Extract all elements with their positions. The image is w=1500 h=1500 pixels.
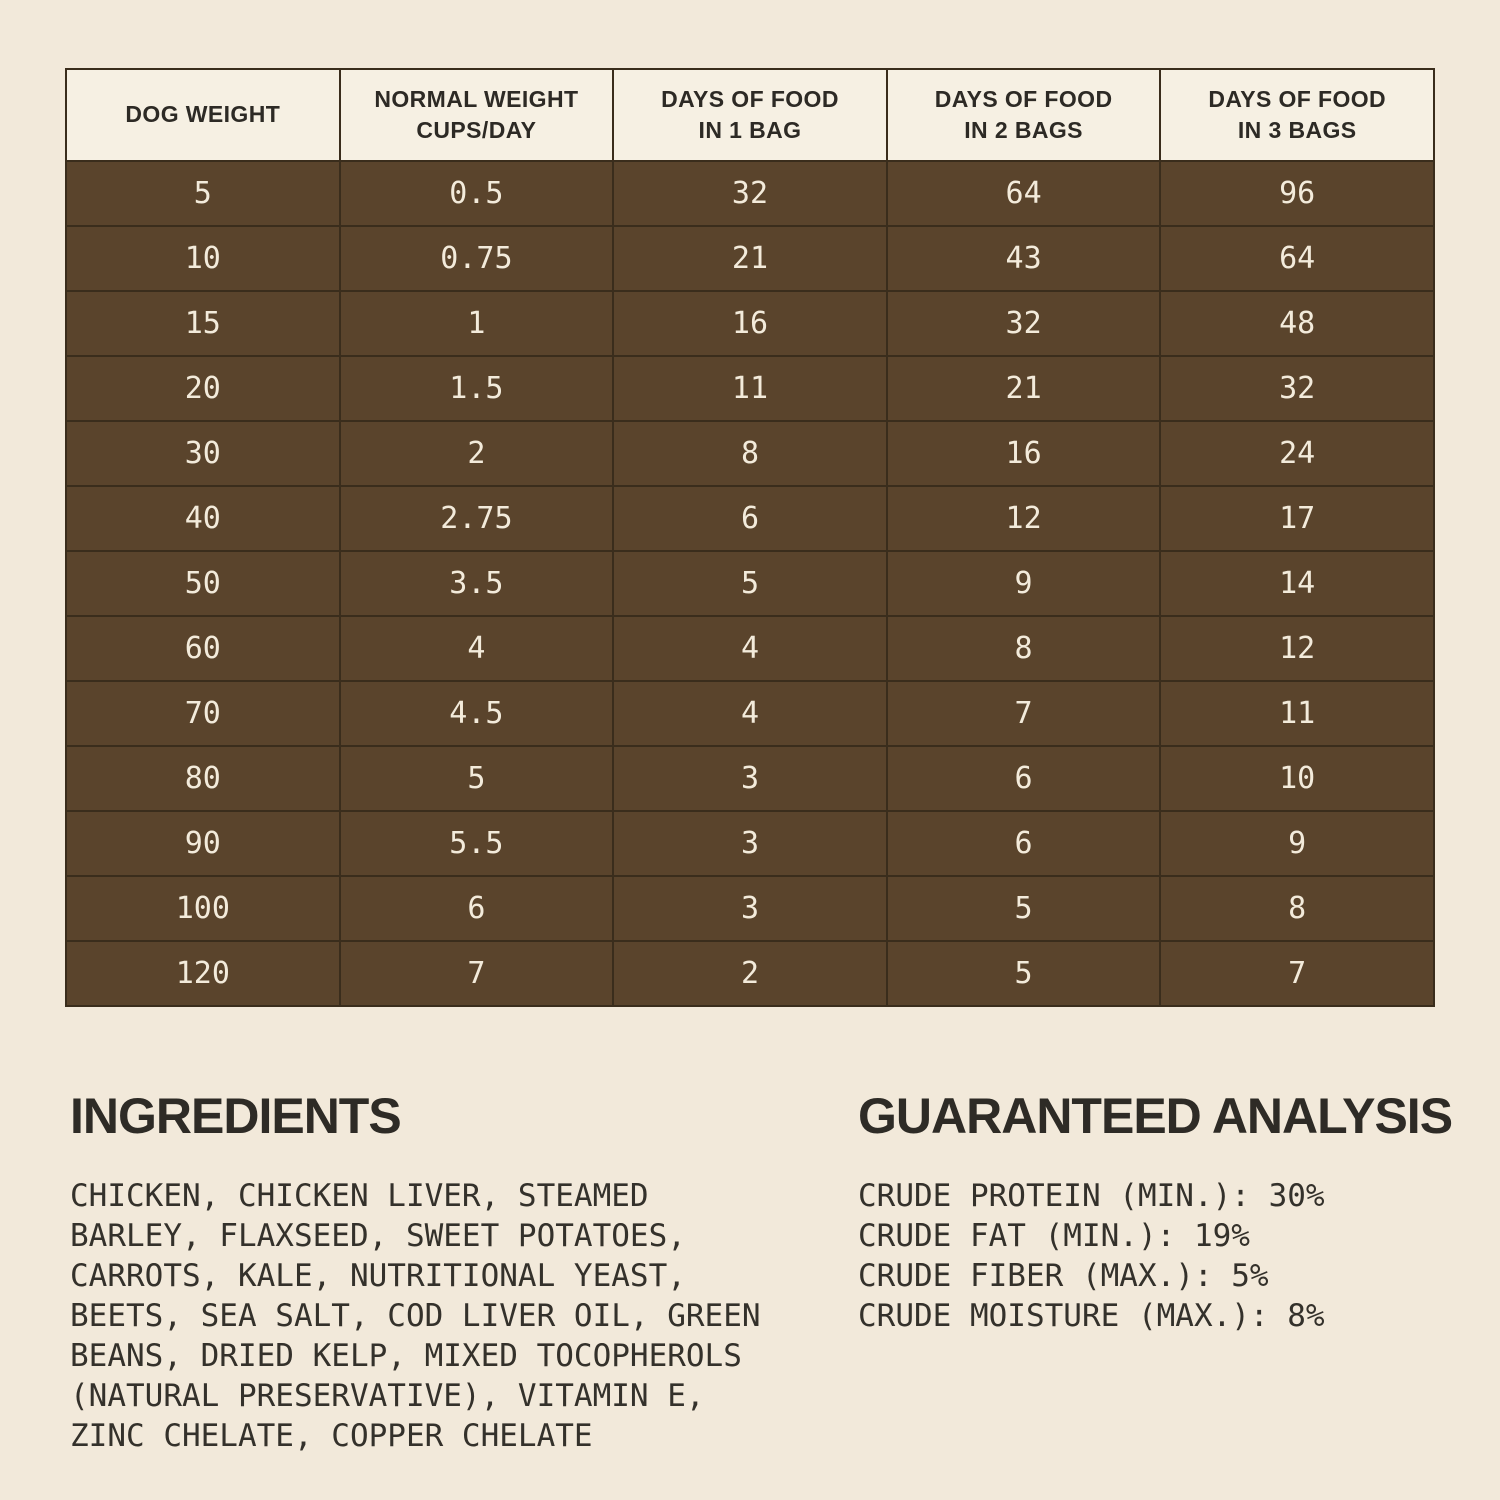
- table-cell: 3: [612, 875, 888, 942]
- table-cell: 0.75: [338, 225, 615, 292]
- table-cell: 8: [1159, 875, 1435, 942]
- table-cell: 5: [65, 160, 341, 227]
- feeding-table: DOG WEIGHT NORMAL WEIGHT CUPS/DAY DAYS O…: [65, 68, 1435, 1007]
- table-cell: 8: [885, 615, 1162, 682]
- table-cell: 2: [612, 940, 888, 1007]
- table-cell: 48: [1159, 290, 1435, 357]
- table-cell: 50: [65, 550, 341, 617]
- column-header-days-in-2-bags: DAYS OF FOOD IN 2 BAGS: [885, 68, 1162, 162]
- table-cell: 4.5: [338, 680, 615, 747]
- table-cell: 9: [885, 550, 1162, 617]
- table-cell: 24: [1159, 420, 1435, 487]
- table-row: 10 0.75 21 43 64: [65, 225, 1435, 292]
- table-cell: 2.75: [338, 485, 615, 552]
- table-cell: 21: [612, 225, 888, 292]
- table-cell: 14: [1159, 550, 1435, 617]
- table-cell: 12: [885, 485, 1162, 552]
- table-row: 20 1.5 11 21 32: [65, 355, 1435, 422]
- table-cell: 1.5: [338, 355, 615, 422]
- table-cell: 70: [65, 680, 341, 747]
- table-cell: 64: [885, 160, 1162, 227]
- table-cell: 90: [65, 810, 341, 877]
- ingredients-title: INGREDIENTS: [70, 1088, 402, 1144]
- table-cell: 5: [612, 550, 888, 617]
- table-cell: 64: [1159, 225, 1435, 292]
- table-cell: 5.5: [338, 810, 615, 877]
- table-cell: 100: [65, 875, 341, 942]
- table-cell: 3: [612, 745, 888, 812]
- table-row: 30 2 8 16 24: [65, 420, 1435, 487]
- table-row: 15 1 16 32 48: [65, 290, 1435, 357]
- table-cell: 32: [1159, 355, 1435, 422]
- table-cell: 9: [1159, 810, 1435, 877]
- table-cell: 43: [885, 225, 1162, 292]
- table-row: 100 6 3 5 8: [65, 875, 1435, 942]
- table-row: 60 4 4 8 12: [65, 615, 1435, 682]
- table-row: 50 3.5 5 9 14: [65, 550, 1435, 617]
- table-cell: 96: [1159, 160, 1435, 227]
- guaranteed-analysis-list: CRUDE PROTEIN (MIN.): 30% CRUDE FAT (MIN…: [858, 1176, 1325, 1336]
- table-cell: 1: [338, 290, 615, 357]
- table-cell: 60: [65, 615, 341, 682]
- table-cell: 7: [338, 940, 615, 1007]
- table-cell: 10: [65, 225, 341, 292]
- table-cell: 6: [612, 485, 888, 552]
- table-cell: 3: [612, 810, 888, 877]
- table-cell: 6: [885, 745, 1162, 812]
- feeding-table-header: DOG WEIGHT NORMAL WEIGHT CUPS/DAY DAYS O…: [65, 68, 1435, 162]
- table-cell: 16: [885, 420, 1162, 487]
- table-cell: 5: [338, 745, 615, 812]
- table-cell: 120: [65, 940, 341, 1007]
- table-cell: 17: [1159, 485, 1435, 552]
- ingredients-text: CHICKEN, CHICKEN LIVER, STEAMED BARLEY, …: [70, 1178, 761, 1454]
- column-header-days-in-3-bags: DAYS OF FOOD IN 3 BAGS: [1159, 68, 1435, 162]
- table-cell: 32: [885, 290, 1162, 357]
- table-cell: 5: [885, 875, 1162, 942]
- table-cell: 10: [1159, 745, 1435, 812]
- analysis-line-crude-fiber: CRUDE FIBER (MAX.): 5%: [858, 1258, 1269, 1294]
- table-cell: 7: [1159, 940, 1435, 1007]
- table-cell: 80: [65, 745, 341, 812]
- table-row: 5 0.5 32 64 96: [65, 160, 1435, 227]
- table-row: 90 5.5 3 6 9: [65, 810, 1435, 877]
- table-cell: 32: [612, 160, 888, 227]
- guaranteed-analysis-title: GUARANTEED ANALYSIS: [858, 1088, 1453, 1144]
- table-cell: 7: [885, 680, 1162, 747]
- table-cell: 20: [65, 355, 341, 422]
- analysis-line-crude-fat: CRUDE FAT (MIN.): 19%: [858, 1218, 1250, 1254]
- table-cell: 2: [338, 420, 615, 487]
- table-cell: 21: [885, 355, 1162, 422]
- table-row: 40 2.75 6 12 17: [65, 485, 1435, 552]
- table-cell: 12: [1159, 615, 1435, 682]
- table-cell: 40: [65, 485, 341, 552]
- table-cell: 5: [885, 940, 1162, 1007]
- column-header-days-in-1-bag: DAYS OF FOOD IN 1 BAG: [612, 68, 888, 162]
- table-row: 70 4.5 4 7 11: [65, 680, 1435, 747]
- table-cell: 11: [612, 355, 888, 422]
- column-header-dog-weight: DOG WEIGHT: [65, 68, 341, 162]
- table-cell: 8: [612, 420, 888, 487]
- table-cell: 0.5: [338, 160, 615, 227]
- feeding-table-body: 5 0.5 32 64 96 10 0.75 21 43 64 15 1 16 32 48 20 1.5 11 21…: [65, 160, 1435, 1007]
- table-cell: 6: [885, 810, 1162, 877]
- header-row: DOG WEIGHT NORMAL WEIGHT CUPS/DAY DAYS O…: [65, 68, 1435, 162]
- analysis-line-crude-protein: CRUDE PROTEIN (MIN.): 30%: [858, 1178, 1325, 1214]
- table-cell: 4: [612, 680, 888, 747]
- table-cell: 15: [65, 290, 341, 357]
- table-cell: 4: [338, 615, 615, 682]
- table-cell: 6: [338, 875, 615, 942]
- table-row: 120 7 2 5 7: [65, 940, 1435, 1007]
- column-header-cups-per-day: NORMAL WEIGHT CUPS/DAY: [338, 68, 615, 162]
- table-cell: 3.5: [338, 550, 615, 617]
- table-cell: 30: [65, 420, 341, 487]
- table-cell: 16: [612, 290, 888, 357]
- analysis-line-crude-moisture: CRUDE MOISTURE (MAX.): 8%: [858, 1298, 1325, 1334]
- table-cell: 11: [1159, 680, 1435, 747]
- table-cell: 4: [612, 615, 888, 682]
- table-row: 80 5 3 6 10: [65, 745, 1435, 812]
